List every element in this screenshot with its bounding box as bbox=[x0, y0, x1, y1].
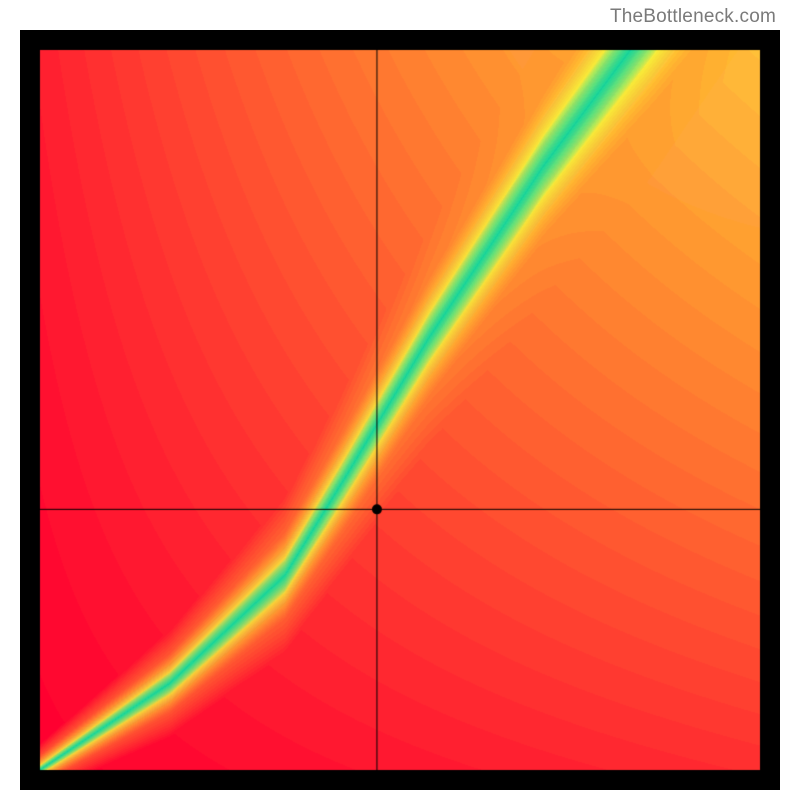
attribution-text: TheBottleneck.com bbox=[610, 6, 776, 28]
bottleneck-heatmap bbox=[20, 30, 780, 790]
chart-frame bbox=[20, 30, 780, 790]
